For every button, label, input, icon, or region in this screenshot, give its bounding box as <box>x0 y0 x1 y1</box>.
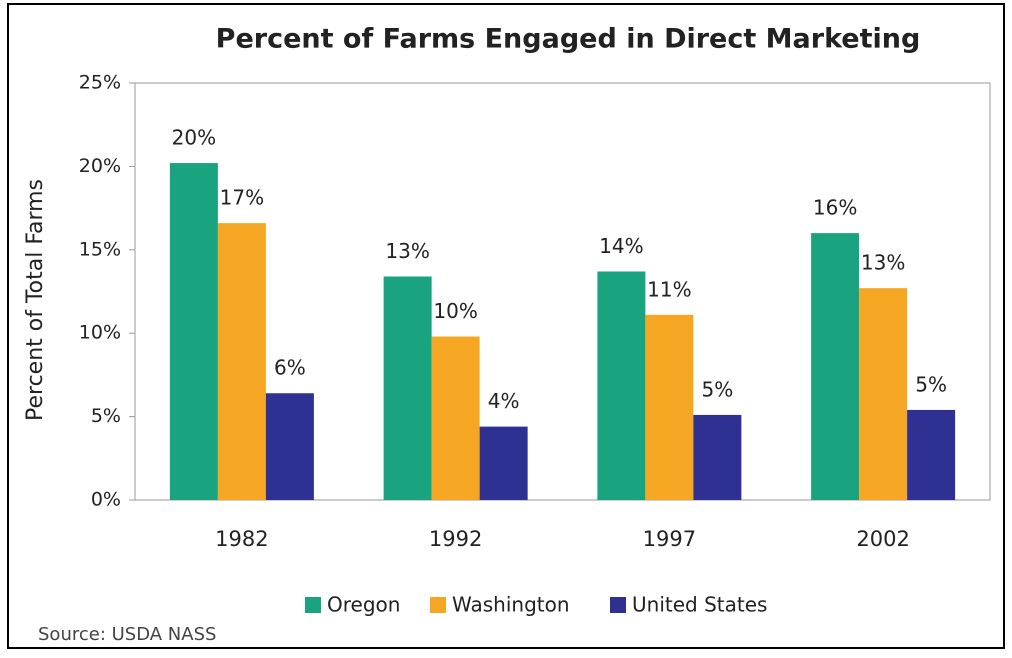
bar <box>811 233 860 500</box>
bar <box>217 223 266 500</box>
source: Source: USDA NASS <box>38 624 216 645</box>
bar <box>645 314 694 500</box>
value-label: 13% <box>861 251 905 275</box>
x-tick-label: 1982 <box>215 527 268 551</box>
bar <box>907 409 956 500</box>
legend-swatch <box>305 597 321 613</box>
chart-title: Percent of Farms Engaged in Direct Marke… <box>216 24 921 55</box>
legend-label: Oregon <box>327 593 400 617</box>
x-tick-label: 2002 <box>856 527 909 551</box>
bar <box>431 336 480 500</box>
value-label: 6% <box>274 356 306 380</box>
value-label: 11% <box>647 277 691 301</box>
bar <box>169 163 218 500</box>
bar <box>265 393 314 500</box>
bar <box>383 276 432 500</box>
value-label: 5% <box>915 372 947 396</box>
bar <box>693 414 742 500</box>
value-label: 16% <box>813 196 857 220</box>
value-label: 17% <box>220 186 264 210</box>
plot-border <box>134 82 991 501</box>
value-label: 10% <box>433 299 477 323</box>
value-label: 4% <box>488 389 520 413</box>
frame <box>7 3 1005 649</box>
legend-label: United States <box>632 593 767 617</box>
bar <box>479 426 528 500</box>
y-tick-label: 15% <box>79 238 121 260</box>
value-label: 5% <box>702 377 734 401</box>
y-tick-label: 0% <box>91 489 121 511</box>
value-label: 14% <box>599 234 643 258</box>
bar <box>597 271 646 500</box>
y-tick-label: 20% <box>79 155 121 177</box>
x-tick-label: 1992 <box>429 527 482 551</box>
x-tick-label: 1997 <box>643 527 696 551</box>
legend-swatch <box>430 597 446 613</box>
y-tick-label: 5% <box>91 405 121 427</box>
value-label: 20% <box>172 126 216 150</box>
y-tick-label: 10% <box>79 322 121 344</box>
value-label: 13% <box>385 239 429 263</box>
y-tick-label: 25% <box>79 72 121 94</box>
legend-label: Washington <box>452 593 570 617</box>
legend-swatch <box>610 597 626 613</box>
y-axis-label: Percent of Total Farms <box>23 179 48 421</box>
bar <box>859 288 908 500</box>
